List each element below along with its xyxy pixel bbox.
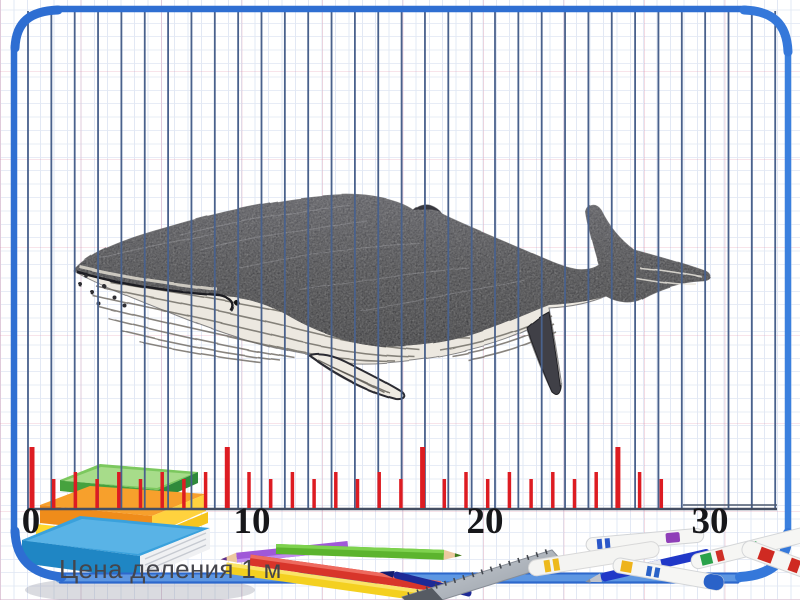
marker-icon — [741, 540, 800, 586]
books-stack-icon — [22, 464, 210, 579]
whale-pectoral-fin — [307, 353, 406, 401]
meter-division-lines — [27, 11, 777, 509]
division-value-caption: Цена деления 1 м — [59, 554, 282, 584]
scale-label-30: 30 — [691, 501, 729, 542]
whale-rear-flipper — [526, 311, 561, 395]
scale-label-0: 0 — [21, 501, 41, 542]
red-scale-ticks — [29, 447, 664, 508]
marker-icon — [585, 527, 705, 553]
marker-icon — [612, 557, 725, 591]
whale-chin-dots — [78, 274, 126, 307]
whale-lip-highlight — [79, 265, 219, 292]
whale-mouth-line — [76, 270, 235, 312]
green-pencil-icon — [275, 544, 462, 560]
whale-texture — [74, 194, 711, 347]
whale-fluke-streaks — [635, 267, 703, 285]
marker-icon — [528, 541, 660, 577]
scale-label-10: 10 — [233, 501, 271, 542]
whale-illustration — [73, 194, 711, 401]
stationery-icons — [220, 527, 800, 600]
scale-label-20: 20 — [466, 501, 504, 542]
whale-belly-grooves — [91, 281, 557, 363]
